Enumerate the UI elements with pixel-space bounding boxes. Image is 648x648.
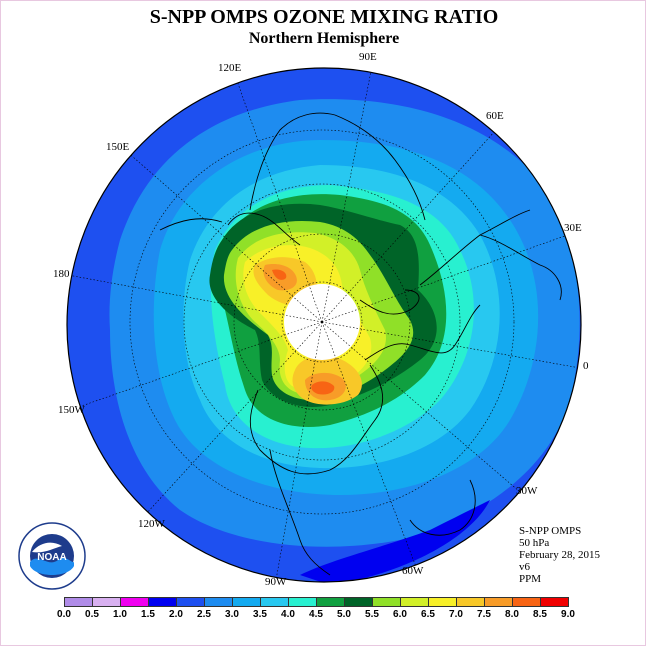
lon-label-30e: 30E — [564, 222, 582, 234]
colorbar-tick-label: 2.5 — [197, 609, 211, 620]
lon-label-90w: 90W — [265, 576, 287, 588]
noaa-logo-text: NOAA — [37, 552, 66, 563]
colorbar-swatch — [288, 597, 317, 607]
colorbar-tick-label: 3.0 — [225, 609, 239, 620]
colorbar — [64, 597, 569, 607]
colorbar-swatch — [120, 597, 149, 607]
colorbar-swatch — [456, 597, 485, 607]
colorbar-swatch — [400, 597, 429, 607]
lon-label-90e: 90E — [359, 51, 377, 63]
colorbar-swatch — [344, 597, 373, 607]
colorbar-tick-label: 8.0 — [505, 609, 519, 620]
colorbar-tick-label: 8.5 — [533, 609, 547, 620]
colorbar-tick-label: 3.5 — [253, 609, 267, 620]
colorbar-swatch — [316, 597, 345, 607]
lon-label-120e: 120E — [218, 62, 242, 74]
colorbar-tick-label: 5.5 — [365, 609, 379, 620]
colorbar-swatch — [92, 597, 121, 607]
lon-label-60e: 60E — [486, 110, 504, 122]
colorbar-tick-label: 9.0 — [561, 609, 575, 620]
info-block: S-NPP OMPS 50 hPa February 28, 2015 v6 P… — [519, 525, 600, 585]
colorbar-swatch — [540, 597, 569, 607]
lon-label-60w: 60W — [402, 565, 424, 577]
colorbar-tick-label: 2.0 — [169, 609, 183, 620]
info-level: 50 hPa — [519, 537, 550, 549]
lon-label-180: 180 — [53, 268, 70, 280]
colorbar-tick-label: 0.0 — [57, 609, 71, 620]
lon-label-150e: 150E — [106, 141, 130, 153]
ozone-level-1.5-patch — [300, 500, 490, 582]
colorbar-tick-label: 5.0 — [337, 609, 351, 620]
colorbar-swatch — [64, 597, 93, 607]
noaa-logo: NOAA — [18, 522, 86, 590]
lon-label-150w: 150W — [58, 404, 85, 416]
chart-subtitle: Northern Hemisphere — [248, 30, 400, 47]
colorbar-swatch — [148, 597, 177, 607]
chart-title: S-NPP OMPS OZONE MIXING RATIO — [149, 6, 499, 28]
ozone-level-7.0 — [253, 257, 362, 405]
colorbar-tick-label: 7.0 — [449, 609, 463, 620]
colorbar-tick-label: 7.5 — [477, 609, 491, 620]
colorbar-swatch — [512, 597, 541, 607]
colorbar-tick-label: 1.5 — [141, 609, 155, 620]
info-instrument: S-NPP OMPS — [519, 525, 582, 537]
lon-label-30w: 30W — [516, 485, 538, 497]
colorbar-swatch — [204, 597, 233, 607]
colorbar-tick-label: 4.0 — [281, 609, 295, 620]
colorbar-tick-label: 6.5 — [421, 609, 435, 620]
graticule — [67, 68, 581, 581]
lon-label-120w: 120W — [138, 518, 165, 530]
colorbar-swatch — [428, 597, 457, 607]
colorbar-swatch — [232, 597, 261, 607]
lon-label-0: 0 — [583, 360, 589, 372]
ozone-level-7.5 — [263, 264, 346, 401]
map-boundary — [66, 67, 582, 583]
info-units: PPM — [519, 573, 542, 585]
info-date: February 28, 2015 — [519, 549, 600, 561]
colorbar-swatch — [372, 597, 401, 607]
colorbar-swatch — [260, 597, 289, 607]
colorbar-tick-label: 6.0 — [393, 609, 407, 620]
colorbar-swatch — [176, 597, 205, 607]
colorbar-tick-label: 4.5 — [309, 609, 323, 620]
coastlines — [159, 112, 562, 576]
info-version: v6 — [519, 561, 530, 573]
colorbar-tick-label: 0.5 — [85, 609, 99, 620]
colorbar-tick-label: 1.0 — [113, 609, 127, 620]
colorbar-swatch — [484, 597, 513, 607]
